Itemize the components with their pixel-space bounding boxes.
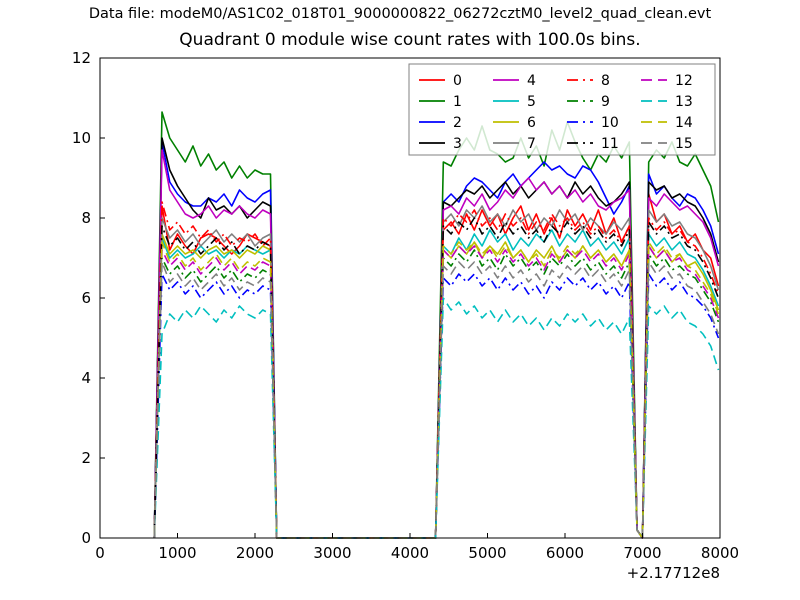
legend-label-10: 10: [601, 115, 619, 131]
x-tick-label: 3000: [313, 544, 351, 562]
x-tick-label: 6000: [546, 544, 584, 562]
x-tick-label: 5000: [468, 544, 506, 562]
x-tick-label: 1000: [158, 544, 196, 562]
axes-title: Quadrant 0 module wise count rates with …: [179, 30, 641, 50]
y-tick-label: 12: [72, 49, 91, 67]
y-tick-label: 2: [81, 449, 91, 467]
y-tick-label: 4: [81, 369, 91, 387]
legend-label-1: 1: [453, 94, 462, 110]
legend-label-15: 15: [675, 136, 693, 152]
x-tick-label: 8000: [701, 544, 739, 562]
y-tick-label: 10: [72, 129, 91, 147]
series-line-13: [153, 297, 720, 539]
y-tick-label: 0: [81, 529, 91, 547]
legend-label-11: 11: [601, 136, 619, 152]
x-tick-label: 0: [95, 544, 105, 562]
series-line-15: [153, 261, 720, 539]
legend-label-8: 8: [601, 73, 610, 89]
y-tick-label: 8: [81, 209, 91, 227]
legend-label-9: 9: [601, 94, 610, 110]
x-tick-label: 7000: [623, 544, 661, 562]
legend-label-12: 12: [675, 73, 693, 89]
legend-label-4: 4: [527, 73, 536, 89]
x-axis-offset-label: +2.17712e8: [627, 564, 720, 582]
legend-label-7: 7: [527, 136, 536, 152]
data-series-group: [153, 111, 720, 539]
legend-label-14: 14: [675, 115, 693, 131]
legend-label-2: 2: [453, 115, 462, 131]
legend-label-3: 3: [453, 136, 462, 152]
y-axis-ticks: 0 2 4 6 8 10 12: [72, 49, 105, 547]
y-tick-label: 6: [81, 289, 91, 307]
legend-label-6: 6: [527, 115, 536, 131]
legend-label-0: 0: [453, 73, 462, 89]
x-axis-ticks: 0 1000 2000 3000 4000 5000 6000 7000 8000: [95, 533, 739, 562]
x-tick-label: 2000: [236, 544, 274, 562]
x-tick-label: 4000: [391, 544, 429, 562]
legend-label-13: 13: [675, 94, 693, 110]
legend-label-5: 5: [527, 94, 536, 110]
figure-suptitle: Data file: modeM0/AS1C02_018T01_90000008…: [88, 6, 712, 22]
